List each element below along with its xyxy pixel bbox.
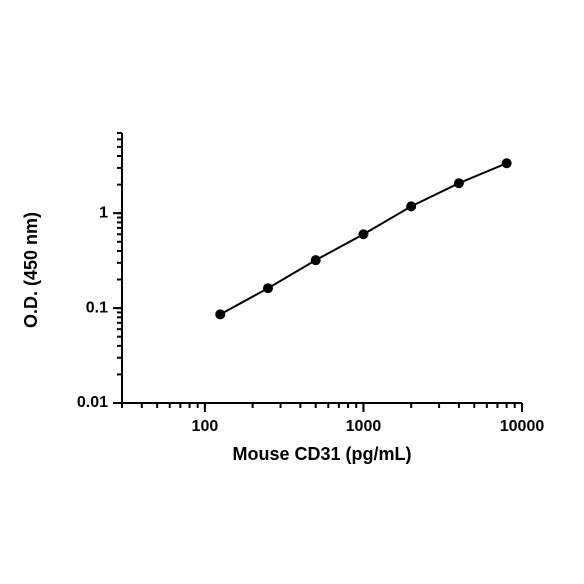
data-point	[215, 309, 226, 320]
x-tick-label: 10000	[500, 418, 545, 435]
x-axis-label: Mouse CD31 (pg/mL)	[232, 444, 411, 464]
x-tick-label: 100	[192, 418, 219, 435]
data-point	[262, 283, 273, 294]
y-tick-label: 0.1	[86, 299, 108, 316]
x-tick-label: 1000	[346, 418, 382, 435]
data-point	[310, 255, 321, 266]
y-tick-label: 1	[99, 204, 108, 221]
data-point	[358, 229, 369, 240]
data-point	[501, 158, 512, 169]
data-point	[453, 178, 464, 189]
data-point	[406, 201, 417, 212]
y-tick-label: 0.01	[77, 394, 108, 411]
y-axis-label: O.D. (450 nm)	[21, 212, 41, 328]
